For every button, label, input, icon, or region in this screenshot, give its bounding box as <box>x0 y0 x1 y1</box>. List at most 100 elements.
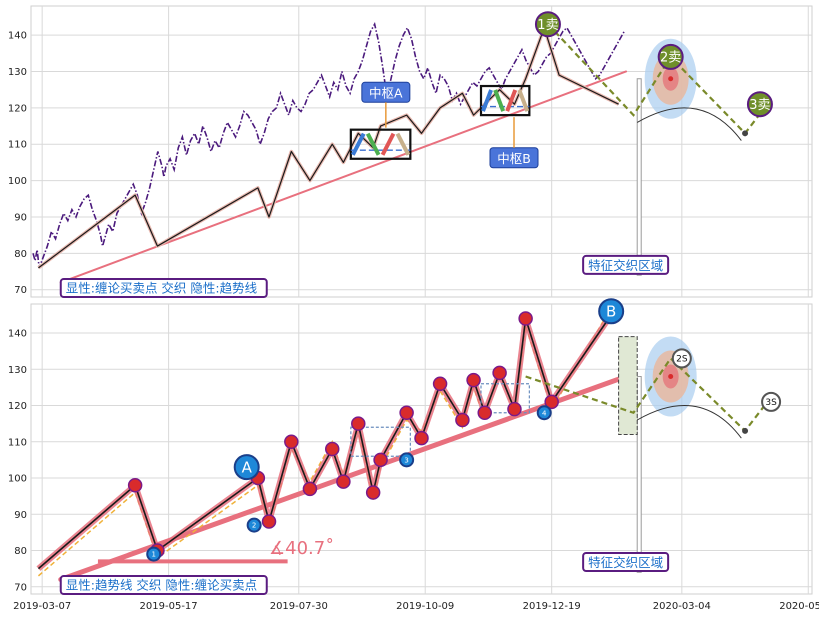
buy-sell-marker-label: 1卖 <box>537 18 558 33</box>
forecast-center <box>668 76 674 82</box>
buy-sell-marker <box>671 348 692 369</box>
buy-sell-marker <box>536 405 552 421</box>
zhongshu-segment <box>505 89 518 112</box>
buy-sell-marker-label: 2卖 <box>660 51 681 66</box>
region-box <box>582 552 670 572</box>
buy-sell-marker-label: 3卖 <box>749 98 770 113</box>
buy-sell-marker-label: B <box>606 303 616 321</box>
bottom-panel: 70 80 90 100 110 120 130 140 ∡40.7˚ A B 1 2 3 4 2S 3S 显性:… <box>8 298 813 595</box>
buy-sell-marker <box>233 454 260 481</box>
hub-box <box>480 383 530 414</box>
annotation-bottom-left: 显性:缠论买卖点 交织 隐性:趋势线 <box>66 281 258 296</box>
stroke-vertex-marker <box>127 478 143 493</box>
y-tick-label: 130 <box>8 67 27 78</box>
stroke-vertex-marker <box>365 485 381 500</box>
buy-sell-marker <box>246 517 262 533</box>
forecast-arc <box>636 405 742 439</box>
y-tick-label: 100 <box>8 474 27 485</box>
forecast-endpoint <box>742 427 749 434</box>
zhongshu-segment <box>517 89 530 112</box>
annotation-box <box>59 278 268 298</box>
buy-sell-marker <box>146 546 162 562</box>
y-tick-label: 80 <box>14 249 27 260</box>
hub-box <box>350 426 411 457</box>
zhongshu-label: 中枢A <box>369 85 403 100</box>
stroke-vertex-marker <box>492 365 507 381</box>
y-tick-label: 120 <box>8 103 27 114</box>
buy-sell-marker-label: 2S <box>676 355 688 365</box>
zhongshu-box <box>349 128 412 160</box>
y-tick-label: 70 <box>14 582 27 593</box>
forecast-path <box>525 356 769 433</box>
zhongshu-segment <box>380 132 396 156</box>
x-tick-label: 2020-05-13 <box>779 601 819 612</box>
x-tick-label: 2019-07-30 <box>270 601 328 612</box>
stroke-vertex-marker <box>373 452 388 468</box>
buy-sell-marker-label: 4 <box>542 409 547 417</box>
y-tick-label: 120 <box>8 401 27 412</box>
price-series-line <box>32 21 625 269</box>
y-tick-label: 140 <box>8 329 27 340</box>
stroke-vertex-marker <box>544 394 559 410</box>
buy-sell-marker <box>598 298 625 325</box>
x-tick-label: 2019-05-17 <box>140 601 198 612</box>
stroke-vertex-marker <box>336 474 351 489</box>
zhongshu-segment <box>481 89 493 112</box>
annotation-bottom-left: 显性:趋势线 交织 隐性:缠论买卖点 <box>66 578 257 593</box>
x-tick-label: 2019-12-19 <box>523 601 581 612</box>
x-tick-label: 2019-10-09 <box>396 601 454 612</box>
annotation-box <box>59 575 268 595</box>
forecast-center <box>668 374 674 379</box>
x-tick-label: 2019-03-07 <box>13 601 71 612</box>
buy-sell-marker <box>399 452 415 468</box>
zhongshu-segment <box>365 132 381 156</box>
buy-sell-marker-label: 2 <box>252 522 256 530</box>
forecast-box <box>618 336 638 435</box>
buy-sell-marker <box>657 43 684 70</box>
stroke-vertex-marker <box>302 481 318 497</box>
y-tick-label: 90 <box>14 510 27 521</box>
buy-sell-marker-label: A <box>242 459 253 477</box>
stroke-vertex-marker <box>466 372 481 388</box>
forecast-arc <box>636 107 742 141</box>
zhongshu-label: 中枢B <box>497 151 531 166</box>
y-tick-label: 110 <box>8 140 27 151</box>
region-box <box>582 254 670 275</box>
y-tick-label: 140 <box>8 31 27 42</box>
x-axis: 2019-03-07 2019-05-17 2019-07-30 2019-10-09… <box>13 601 819 612</box>
trend-line <box>59 70 628 284</box>
buy-sell-marker <box>746 91 773 118</box>
stroke-vertex-marker <box>432 376 448 391</box>
buy-sell-marker <box>534 11 561 38</box>
stroke-vertex-marker <box>261 514 277 529</box>
stroke-vertex-marker <box>324 441 340 457</box>
x-tick-label: 2020-03-04 <box>653 601 711 612</box>
zhongshu-segment <box>351 132 366 156</box>
y-tick-label: 110 <box>8 437 27 448</box>
stroke-vertex-marker <box>477 405 492 420</box>
buy-sell-marker-label: 3 <box>404 456 408 464</box>
y-tick-label: 80 <box>14 546 27 557</box>
buy-sell-marker-label: 1 <box>151 551 155 559</box>
forecast-bar <box>636 376 642 573</box>
stroke-vertex-marker <box>507 401 522 417</box>
zhongshu-segment <box>395 132 411 156</box>
y-tick-label: 70 <box>14 285 27 296</box>
region-label: 特征交织区域 <box>588 258 663 273</box>
stroke-vertex-marker <box>351 416 366 431</box>
angle-label: ∡40.7˚ <box>269 538 334 559</box>
stroke-vertex-marker <box>284 434 299 449</box>
buy-sell-marker <box>761 391 782 412</box>
stroke-line <box>38 27 619 269</box>
stroke-vertex-marker <box>455 412 470 428</box>
zhongshu-segment <box>493 89 506 112</box>
y-tick-label: 100 <box>8 176 27 187</box>
y-tick-label: 90 <box>14 212 27 223</box>
buy-sell-marker-label: 3S <box>765 398 777 408</box>
forecast-bar <box>636 78 642 276</box>
y-tick-label: 130 <box>8 365 27 376</box>
top-panel: 70 80 90 100 110 120 130 140 中枢A 中枢B 1卖 2卖 3卖显性:缠论买卖… <box>8 5 813 298</box>
zhongshu-box <box>479 84 531 117</box>
